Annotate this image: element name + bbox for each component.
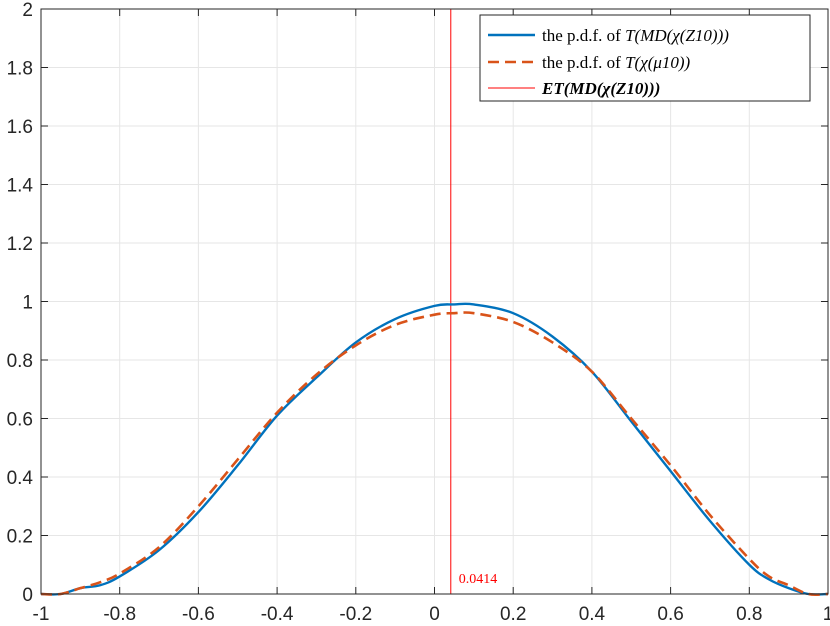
x-tick-label: 0.8 — [736, 604, 762, 625]
x-tick-label: 0 — [429, 604, 440, 625]
y-tick-label: 0.8 — [7, 351, 33, 372]
y-tick-label: 1 — [22, 293, 33, 314]
series-line-pdf-mu — [40, 311, 829, 596]
x-tick-label: 0.4 — [579, 604, 606, 625]
annotation-label: 0.0414 — [459, 572, 498, 587]
y-tick-label: 0.6 — [7, 410, 33, 431]
legend-label-pdf-md: the p.d.f. of T(MD(χ(Z10))) — [542, 26, 729, 45]
legend: the p.d.f. of T(MD(χ(Z10))) the p.d.f. o… — [479, 14, 811, 102]
x-tick-label: 0.6 — [657, 604, 683, 625]
series-line-pdf-md — [40, 302, 829, 596]
x-tick-label: -0.6 — [182, 604, 215, 625]
y-tick-label: 2 — [22, 0, 33, 21]
tick-marks — [40, 8, 829, 595]
y-tick-labels: 0 0.2 0.4 0.6 0.8 1 1.2 1.4 1.6 1.8 2 — [7, 0, 34, 606]
y-tick-label: 1.6 — [7, 117, 33, 138]
y-tick-label: 0.2 — [7, 527, 33, 548]
legend-prefix: the p.d.f. of — [542, 26, 625, 45]
legend-box — [479, 14, 811, 102]
legend-math: T(MD(χ(Z10))) — [625, 26, 729, 45]
legend-prefix: the p.d.f. of — [542, 53, 625, 72]
legend-math: ET(MD(χ(Z10))) — [541, 79, 660, 98]
legend-label-pdf-mu: the p.d.f. of T(χ(μ10)) — [542, 53, 691, 72]
y-tick-label: 1.2 — [7, 234, 33, 255]
x-tick-label: 0.2 — [500, 604, 526, 625]
x-tick-label: -0.8 — [103, 604, 136, 625]
y-tick-label: 1.4 — [7, 176, 34, 197]
x-tick-label: 1 — [823, 604, 830, 625]
legend-math: T(χ(μ10)) — [625, 53, 690, 72]
y-tick-label: 0.4 — [7, 468, 34, 489]
x-tick-labels: -1 -0.8 -0.6 -0.4 -0.2 0 0.2 0.4 0.6 0.8 1 — [33, 604, 830, 625]
x-tick-label: -1 — [33, 604, 50, 625]
y-tick-label: 1.8 — [7, 59, 33, 80]
x-tick-label: -0.2 — [339, 604, 372, 625]
y-tick-label: 0 — [22, 585, 33, 606]
x-tick-label: -0.4 — [261, 604, 294, 625]
legend-label-expectation: ET(MD(χ(Z10))) — [541, 79, 660, 98]
series-layer — [40, 302, 829, 596]
